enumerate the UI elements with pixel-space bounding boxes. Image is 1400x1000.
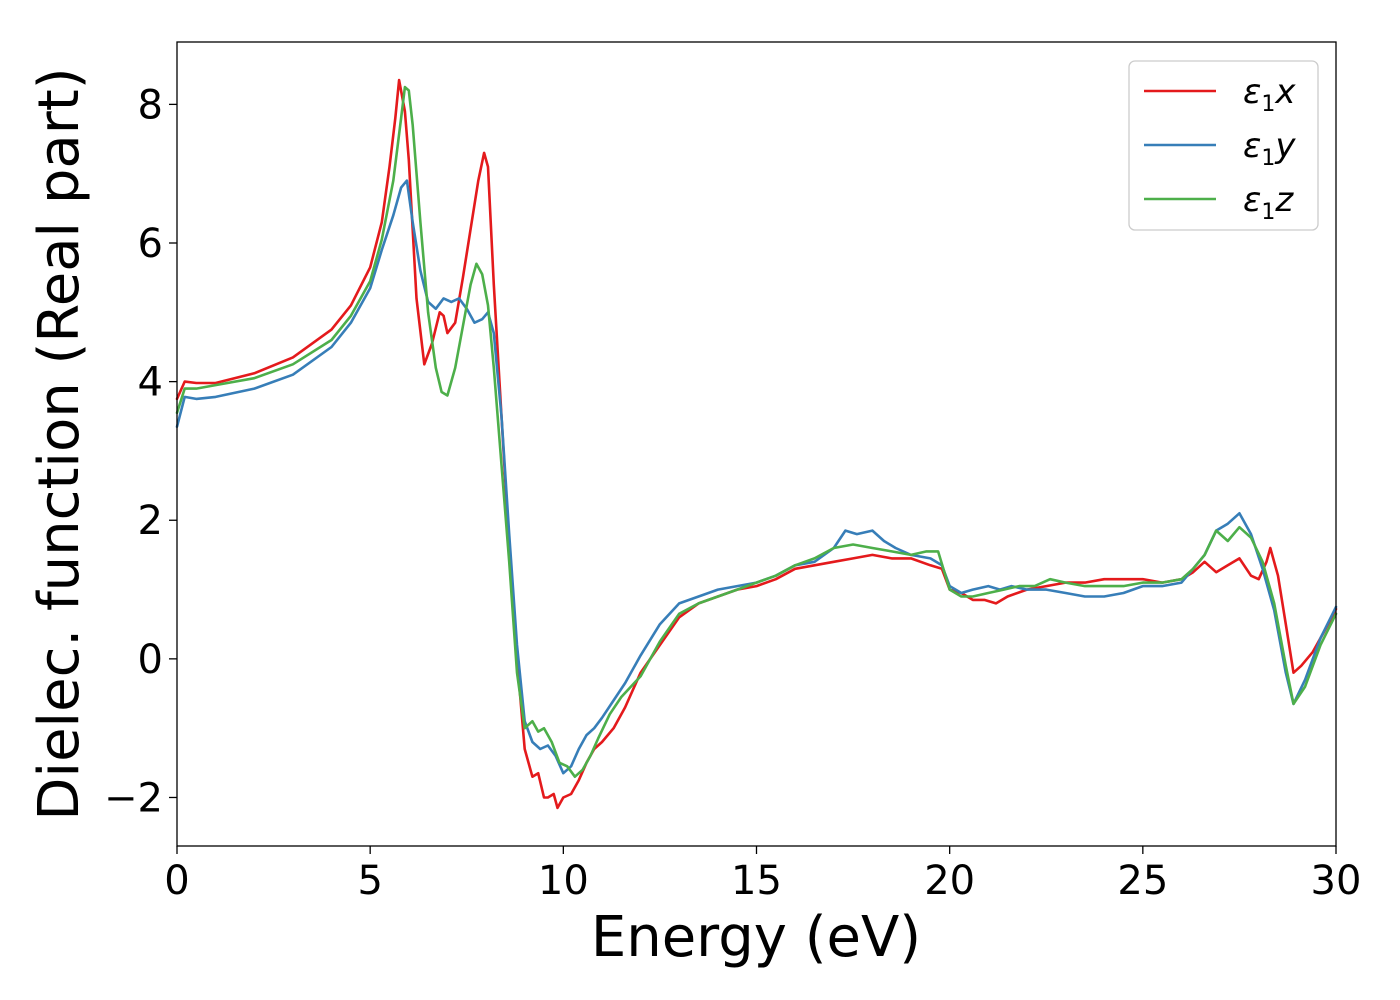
legend-suffix: z [1274,180,1294,220]
y-tick-label: 4 [138,360,163,406]
y-tick-label: 2 [138,498,163,544]
x-tick-label: 25 [1117,858,1168,904]
y-tick-label: −2 [104,775,163,821]
legend-subscript: 1 [1261,146,1275,171]
x-tick-label: 0 [164,858,189,904]
legend-subscript: 1 [1261,92,1275,117]
y-tick-label: 8 [138,82,163,128]
series-line-1 [175,179,1338,775]
y-axis-title: Dielec. function (Real part) [27,67,92,820]
series-layer [175,78,1338,810]
y-axis-ticks: −2 0 2 4 6 8 [104,82,177,821]
legend-suffix: y [1274,126,1296,166]
x-axis-title: Energy (eV) [591,905,921,970]
y-tick-label: 6 [138,221,163,267]
x-tick-label: 10 [538,858,589,904]
x-tick-label: 30 [1311,858,1362,904]
x-tick-label: 5 [357,858,382,904]
legend-label: ε1z [1243,180,1294,225]
legend-suffix: x [1274,72,1296,112]
legend-symbol: ε [1243,126,1261,166]
legend-box [1128,60,1319,231]
legend-subscript: 1 [1261,200,1275,225]
legend-symbol: ε [1243,72,1261,112]
y-tick-label: 0 [138,637,163,683]
x-tick-label: 15 [731,858,782,904]
legend-label: ε1y [1243,126,1296,171]
x-tick-label: 20 [924,858,975,904]
legend-symbol: ε [1243,180,1261,220]
x-axis-ticks: 0 5 10 15 20 25 30 [164,846,1361,904]
legend-label: ε1x [1243,72,1296,117]
series-line-2 [175,85,1338,778]
